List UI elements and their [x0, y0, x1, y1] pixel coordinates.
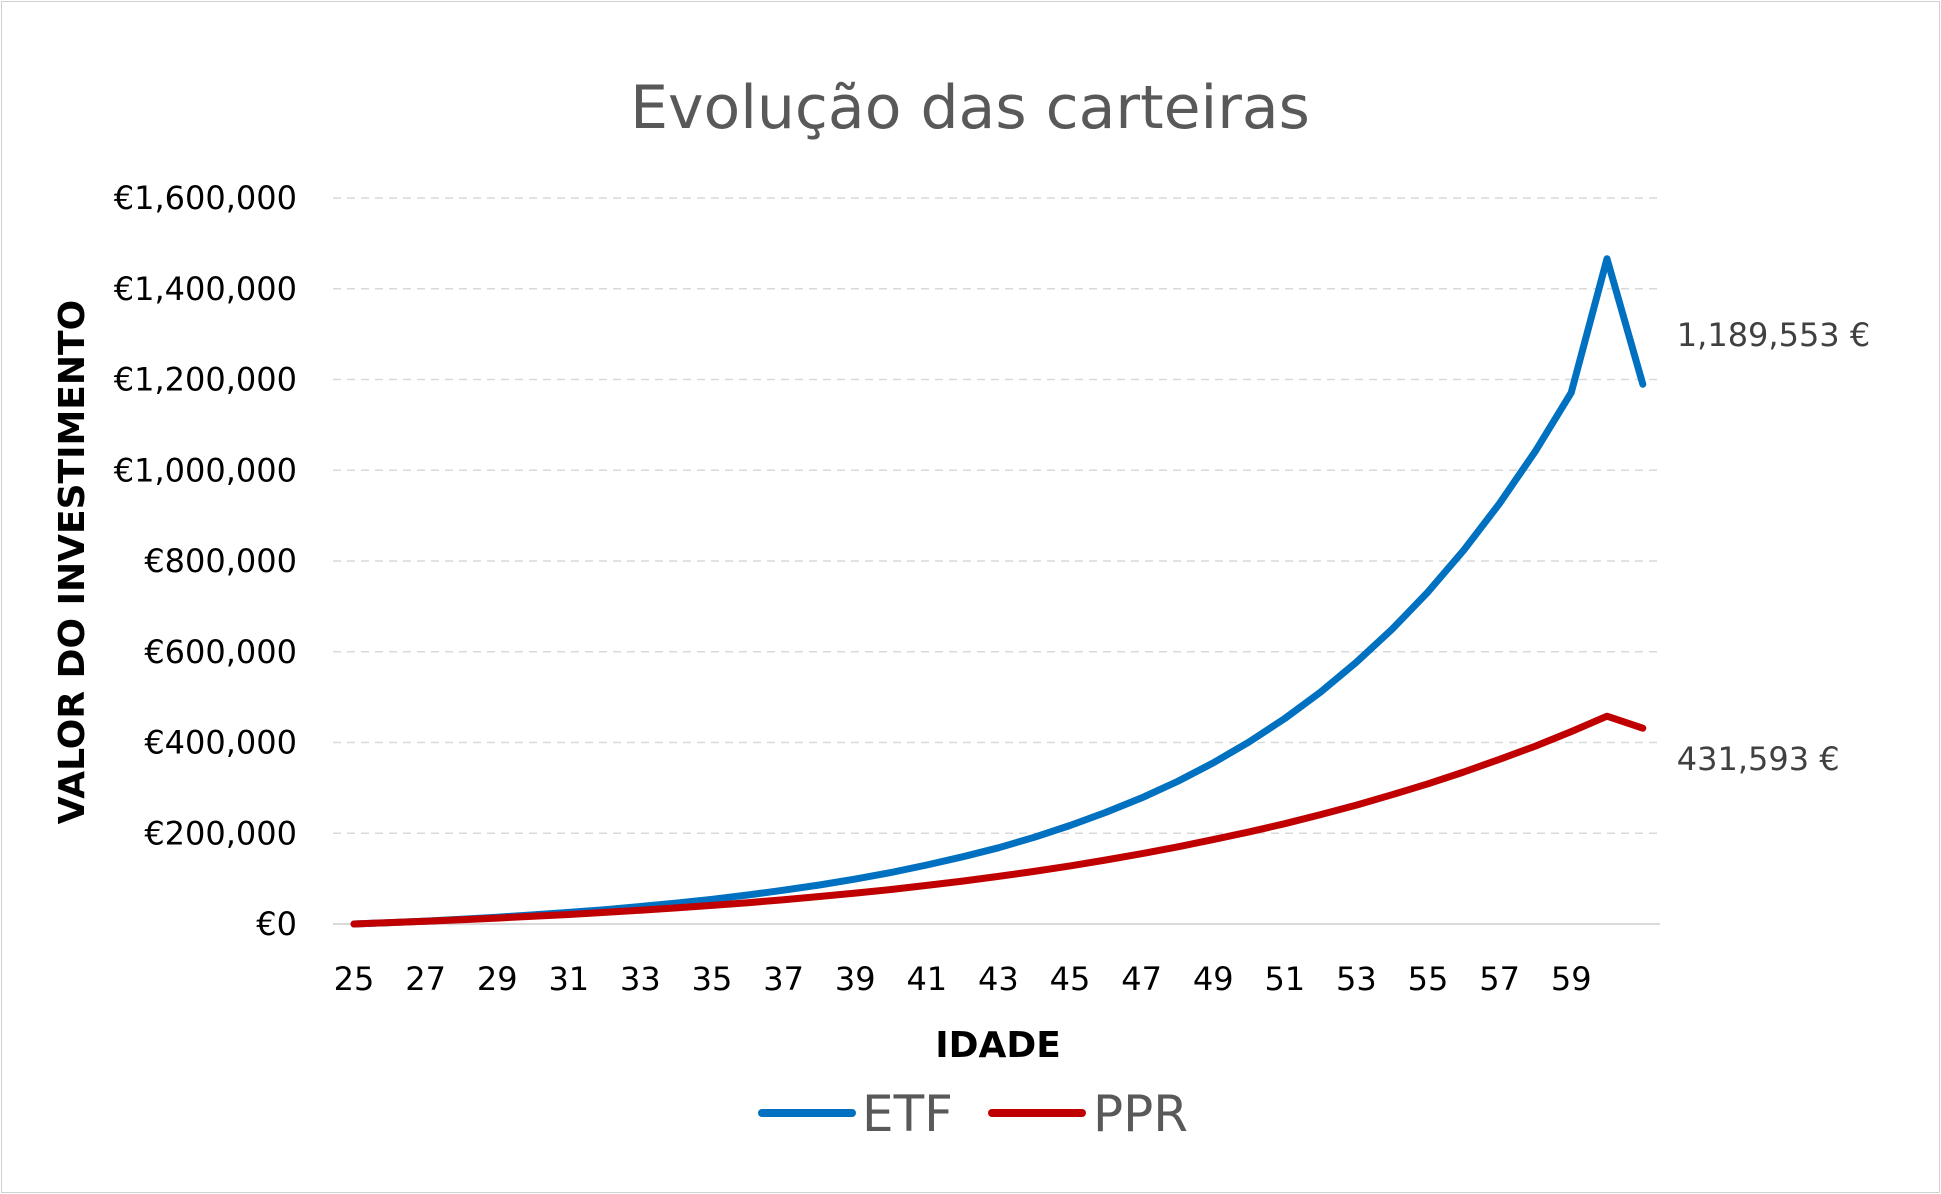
y-tick-label: €1,200,000 — [114, 361, 297, 399]
x-tick-label: 25 — [334, 960, 375, 998]
x-tick-label: 51 — [1264, 960, 1305, 998]
y-tick-label: €0 — [256, 905, 297, 943]
x-tick-label: 33 — [620, 960, 661, 998]
x-tick-label: 45 — [1050, 960, 1091, 998]
y-axis-label: VALOR DO INVESTIMENTO — [52, 300, 93, 824]
x-tick-label: 59 — [1551, 960, 1592, 998]
series-end-labels: 1,189,553 € 431,593 € — [1677, 316, 1870, 778]
x-tick-label: 49 — [1193, 960, 1234, 998]
y-tick-label: €200,000 — [144, 814, 297, 852]
end-value-label-etf: 1,189,553 € — [1677, 316, 1870, 354]
y-tick-label: €400,000 — [144, 724, 297, 762]
legend: ETF PPR — [758, 1085, 1188, 1143]
series-line-etf — [350, 255, 1647, 928]
gridlines — [333, 197, 1660, 925]
x-tick-label: 41 — [906, 960, 947, 998]
series-line-ppr — [350, 712, 1647, 928]
x-tick-label: 35 — [692, 960, 733, 998]
x-tick-label: 57 — [1479, 960, 1520, 998]
series-lines — [350, 255, 1647, 928]
end-value-label-ppr: 431,593 € — [1677, 740, 1840, 778]
x-tick-label: 39 — [835, 960, 876, 998]
x-tick-label: 37 — [763, 960, 804, 998]
x-tick-label: 53 — [1336, 960, 1377, 998]
x-tick-label: 47 — [1121, 960, 1162, 998]
y-tick-label: €1,600,000 — [114, 179, 297, 217]
y-tick-label: €1,000,000 — [114, 451, 297, 489]
y-axis-ticks: €0 €200,000 €400,000 €600,000 €800,000 €1,000… — [114, 179, 297, 943]
chart-title: Evolução das carteiras — [630, 73, 1310, 143]
x-tick-label: 43 — [978, 960, 1019, 998]
y-tick-label: €800,000 — [144, 542, 297, 580]
y-tick-label: €600,000 — [144, 633, 297, 671]
x-axis-ticks: 25 27 29 31 33 35 37 39 41 43 45 47 49 51 53 55 57 59 — [334, 960, 1592, 998]
legend-label-ppr: PPR — [1093, 1085, 1188, 1143]
x-axis-label: IDADE — [935, 1025, 1061, 1066]
x-tick-label: 29 — [477, 960, 518, 998]
x-tick-label: 55 — [1408, 960, 1449, 998]
legend-label-etf: ETF — [862, 1085, 953, 1143]
x-tick-label: 27 — [405, 960, 446, 998]
x-tick-label: 31 — [548, 960, 589, 998]
y-tick-label: €1,400,000 — [114, 270, 297, 308]
